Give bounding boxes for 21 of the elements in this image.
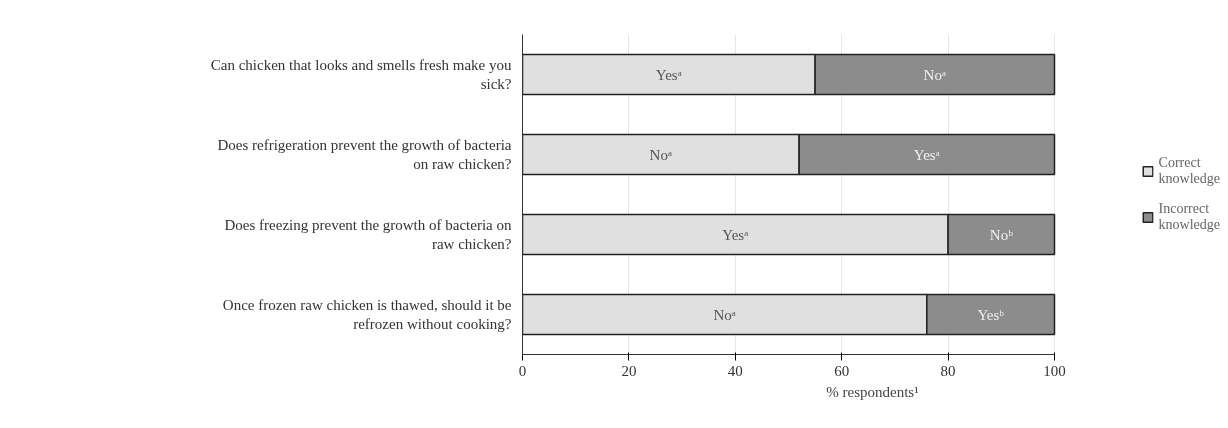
data-label: Yesᵃ (655, 66, 682, 83)
x-tick-label: 80 (940, 362, 956, 379)
data-label: Noᵃ (923, 66, 947, 83)
x-axis-title: % respondents¹ (826, 383, 919, 400)
legend-label: Correct knowledge (1158, 155, 1220, 187)
x-tick-label: 20 (621, 362, 637, 379)
legend-label: Incorrect knowledge (1158, 201, 1220, 233)
data-label: Noᵇ (989, 226, 1014, 243)
data-label: Yesᵃ (913, 146, 940, 163)
x-tick-label: 60 (834, 362, 850, 379)
x-tick-label: 0 (518, 362, 527, 379)
data-label: Yesᵃ (722, 226, 749, 243)
data-label: Noᵃ (649, 146, 673, 163)
data-label: Yesᵇ (977, 306, 1005, 323)
x-tick-label: 40 (727, 362, 743, 379)
y-tick-label: Once frozen raw chicken is thawed, should it be refrozen without cooking? (222, 296, 512, 333)
y-tick-label: Does freezing prevent the growth of bacteria on raw chicken? (224, 216, 512, 253)
data-label: Noᵃ (713, 306, 736, 323)
y-tick-label: Can chicken that looks and smells fresh make you sick? (210, 56, 512, 93)
y-tick-label: Does refrigeration prevent the growth of bacteria on raw chicken? (217, 136, 512, 173)
x-tick-label: 100 (1043, 362, 1066, 379)
